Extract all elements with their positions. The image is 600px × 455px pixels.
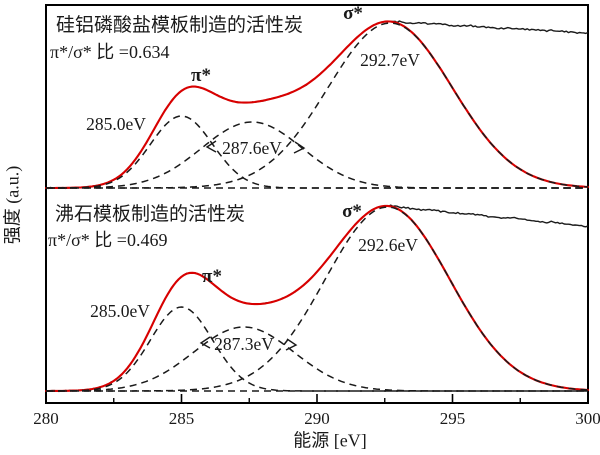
sigma-star-label-bottom: σ* <box>342 201 362 223</box>
component-curve <box>46 206 589 392</box>
x-tick-label-290: 290 <box>304 409 330 428</box>
peak-ev-label-bottom-285: 285.0eV <box>90 300 150 321</box>
peak-ev-label-top-287: 287.6eV <box>222 137 282 158</box>
peak-ev-label-bottom-287: 287.3eV <box>214 333 274 354</box>
x-axis-label: 能源 [eV] <box>293 430 367 451</box>
component-curve <box>46 306 588 392</box>
annotation-arrow-right-top <box>293 141 306 154</box>
peak-ev-label-top-285: 285.0eV <box>86 113 146 134</box>
sample-title-top: 硅铝磷酸盐模板制造的活性炭 <box>56 15 304 36</box>
pi-star-label-bottom: π* <box>202 266 222 288</box>
fit-curve <box>44 20 590 190</box>
sigma-star-label-top: σ* <box>343 3 363 25</box>
ratio-label-top: π*/σ* 比 =0.634 <box>50 42 170 62</box>
y-axis-label: 强度 (a.u.) <box>2 165 23 245</box>
x-tick-label-285: 285 <box>168 409 195 428</box>
x-tick-label-280: 280 <box>33 409 59 428</box>
ratio-label-bottom: π*/σ* 比 =0.469 <box>48 230 168 250</box>
pi-star-label-top: π* <box>191 65 211 87</box>
sample-title-bottom: 沸石模板制造的活性炭 <box>55 204 246 225</box>
component-curve <box>46 22 589 189</box>
annotation-arrow-left-top <box>205 140 217 153</box>
annotation-arrow-left-bottom <box>199 336 211 349</box>
annotation-arrow-right-bottom <box>285 338 298 351</box>
x-tick-label-300: 300 <box>575 409 600 428</box>
peak-ev-label-bottom-292: 292.6eV <box>358 234 418 255</box>
peak-ev-label-top-292: 292.7eV <box>360 49 420 70</box>
x-tick-label-295: 295 <box>439 409 466 428</box>
component-curve <box>46 121 588 189</box>
component-curve <box>46 326 588 392</box>
